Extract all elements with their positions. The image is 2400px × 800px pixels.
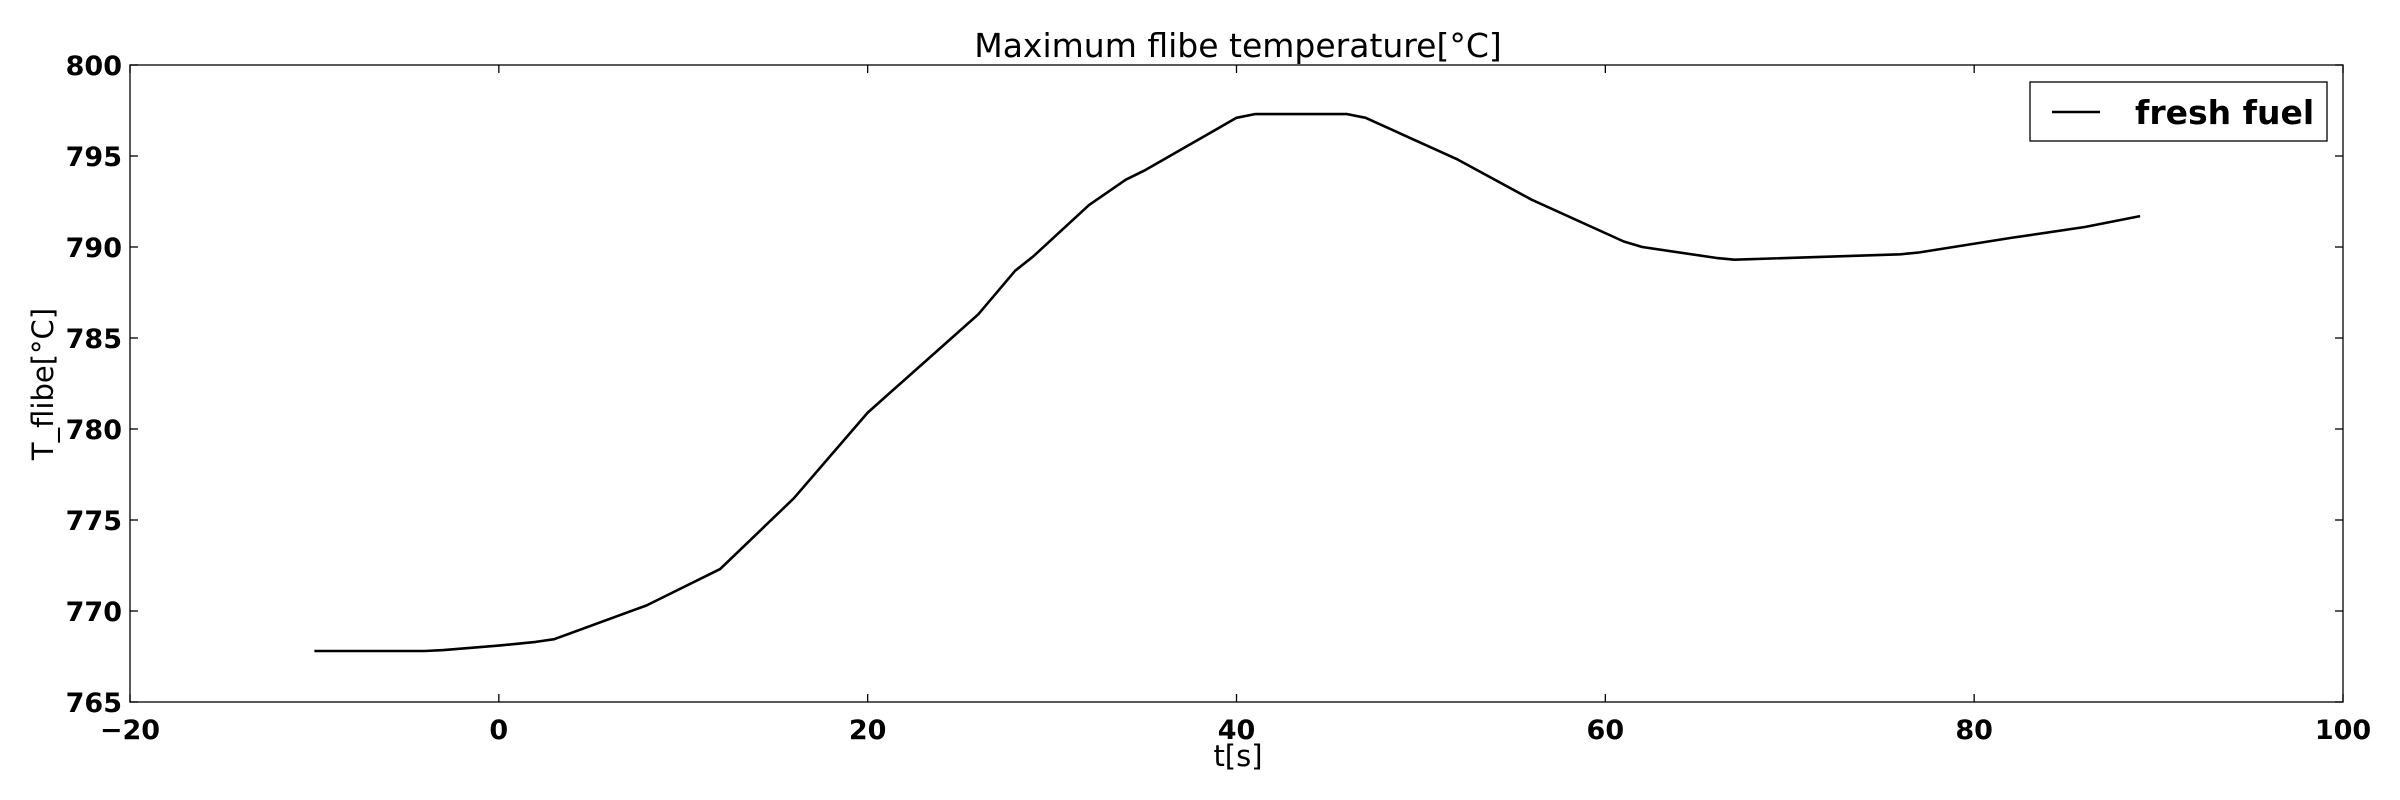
y-tick-label: 785 [66,324,122,355]
chart-title: Maximum flibe temperature[°C] [974,26,1502,65]
x-tick-label: 60 [1587,715,1625,746]
x-tick-label: 80 [1955,715,1993,746]
y-tick-label: 800 [66,51,122,82]
plot-frame [129,64,2344,703]
y-axis-title: T_flibe[°C] [26,308,60,461]
x-tick-label: 20 [849,715,887,746]
x-tick-label: −20 [100,715,160,746]
y-tick-label: 775 [66,506,122,537]
x-axis-title: t[s] [1213,739,1262,773]
y-tick-label: 765 [66,688,122,719]
legend-label: fresh fuel [2135,93,2314,132]
x-tick-label: 100 [2315,715,2371,746]
y-tick-label: 790 [66,233,122,264]
y-tick-label: 780 [66,415,122,446]
y-tick-label: 770 [66,597,122,628]
x-tick-label: 0 [489,715,508,746]
y-tick-label: 795 [66,142,122,173]
x-tick-label: 40 [1218,715,1256,746]
series-line [314,112,2141,653]
plot-layer: −20 0 20 40 60 80 100 765 770 775 780 785 790 795 800 f… [66,51,2372,746]
